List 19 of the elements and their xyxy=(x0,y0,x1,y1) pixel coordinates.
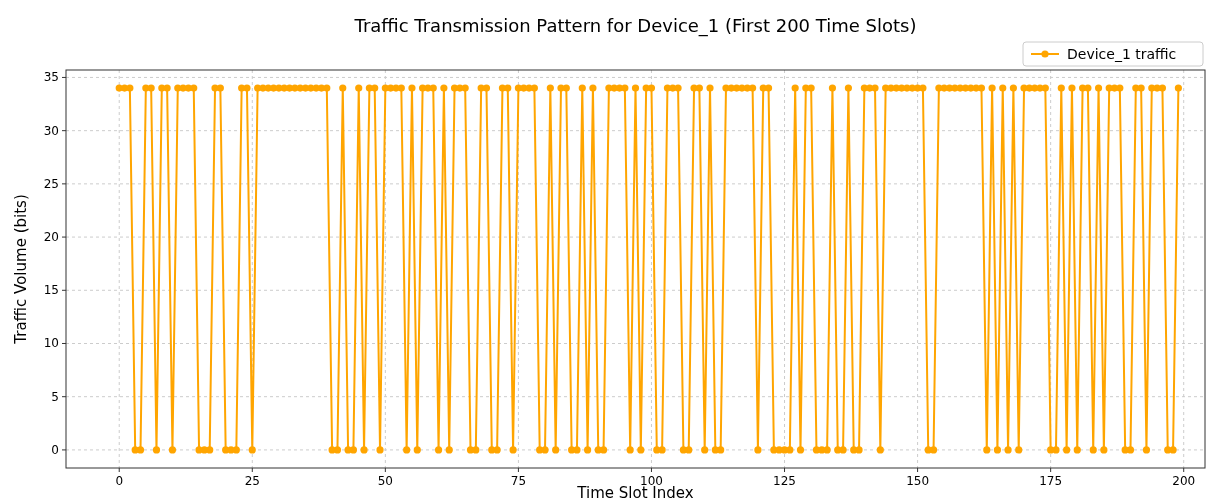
x-tick-label: 175 xyxy=(1039,474,1063,488)
legend-label: Device_1 traffic xyxy=(1067,46,1177,62)
x-tick-label: 50 xyxy=(377,474,393,488)
y-axis-title: Traffic Volume (bits) xyxy=(12,194,30,345)
y-tick-label: 35 xyxy=(43,70,59,85)
y-tick-label: 15 xyxy=(43,283,59,298)
x-tick-label: 200 xyxy=(1172,474,1196,488)
x-tick-label: 0 xyxy=(115,474,124,488)
y-tick-label: 10 xyxy=(43,336,59,351)
x-tick-label: 125 xyxy=(773,474,796,488)
chart-title: Traffic Transmission Pattern for Device_1 (First 200 Time Slots) xyxy=(353,15,917,37)
y-tick-label: 20 xyxy=(43,230,59,245)
x-tick-label: 25 xyxy=(244,474,260,488)
y-tick-label: 25 xyxy=(43,176,59,191)
y-tick-label: 0 xyxy=(51,442,59,457)
x-tick-label: 75 xyxy=(510,474,527,488)
y-tick-label: 30 xyxy=(43,123,59,138)
x-tick-label: 150 xyxy=(906,474,930,488)
y-tick-label: 5 xyxy=(51,389,59,404)
